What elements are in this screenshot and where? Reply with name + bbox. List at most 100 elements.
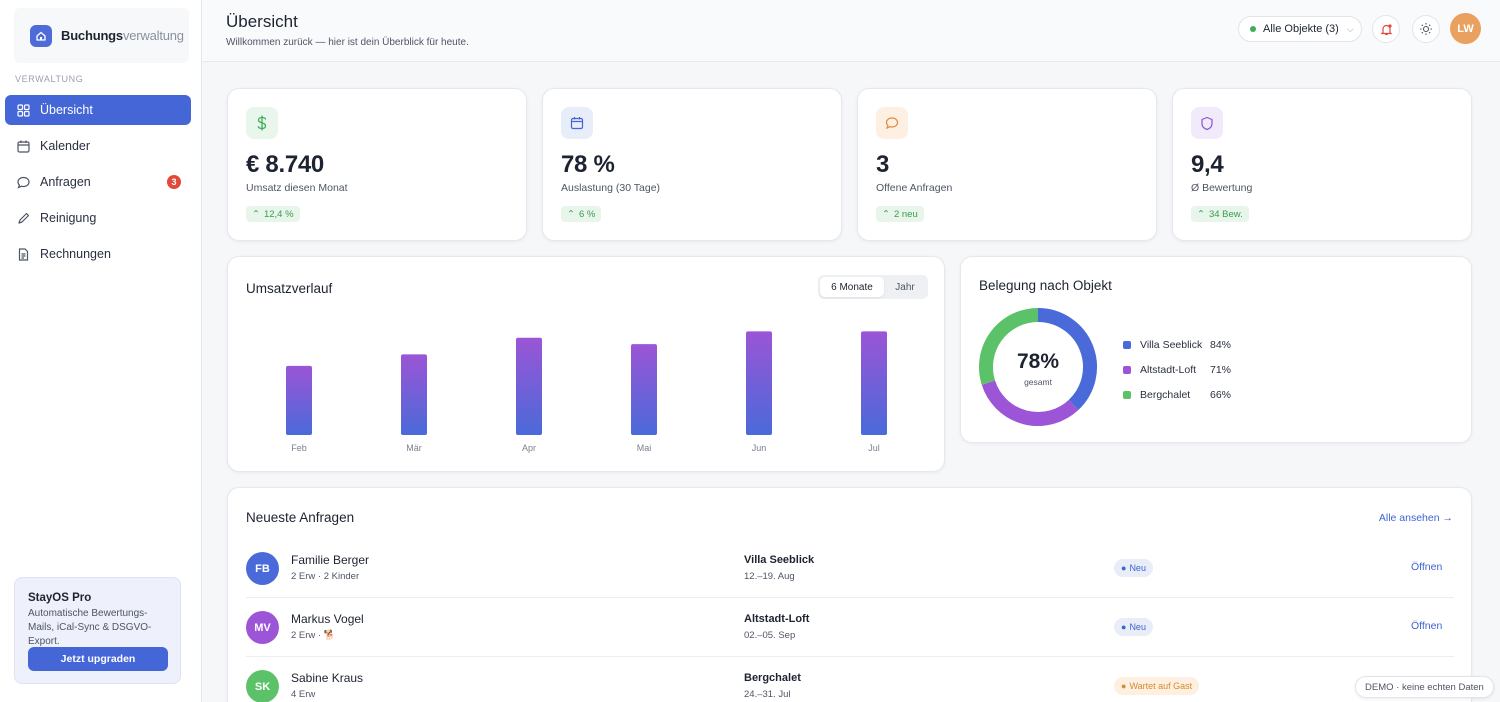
page-subtitle: Willkommen zurück — hier ist dein Überbl… (226, 37, 469, 48)
tab-jahr[interactable]: Jahr (895, 281, 915, 293)
x-tick-label: Mai (637, 443, 652, 453)
trend-value: 2 neu (893, 208, 918, 220)
trend-value: 12,4 % (263, 208, 294, 220)
stat-card-occupancy: 78 % Auslastung (30 Tage) ⌃ 6 % (542, 88, 842, 241)
stat-card-revenue: € 8.740 Umsatz diesen Monat ⌃ 12,4 % (227, 88, 527, 241)
status-text: Wartet auf Gast (1129, 681, 1193, 691)
stat-label: Umsatz diesen Monat (246, 182, 348, 194)
legend-label: Bergchalet (1140, 388, 1191, 401)
object-select[interactable]: Alle Objekte (3) ⌵ (1238, 16, 1362, 42)
x-tick-label: Jun (752, 443, 767, 453)
legend-label: Altstadt-Loft (1140, 363, 1197, 376)
bar-mär (401, 354, 427, 435)
arrow-up-icon: ⌃ (252, 208, 260, 220)
stat-value: € 8.740 (246, 151, 324, 178)
upgrade-button[interactable]: Jetzt upgraden (28, 647, 168, 671)
stat-label: Ø Bewertung (1191, 182, 1253, 194)
promo-title: StayOS Pro (28, 592, 92, 604)
x-tick-label: Jul (868, 443, 880, 453)
status-badge: ● Neu (1114, 559, 1153, 577)
sidebar-item-label: Reinigung (40, 211, 97, 225)
legend-item: Altstadt-Loft 71% (1123, 357, 1231, 382)
donut-slice-villa-seeblick (1037, 308, 1097, 411)
open-request-button[interactable]: Öffnen (1411, 620, 1443, 632)
donut-slice-bergchalet (979, 308, 1039, 385)
bell-icon (1380, 23, 1392, 35)
property-name: Altstadt-Loft (744, 613, 810, 625)
request-row[interactable]: FB Familie Berger 2 Erw · 2 Kinder Villa… (246, 539, 1454, 598)
bar-apr (516, 337, 542, 435)
open-request-button[interactable]: Öffnen (1411, 561, 1443, 573)
status-text: Neu (1129, 622, 1146, 632)
brand[interactable]: Buchungsverwaltung (14, 8, 189, 63)
guest-meta: 2 Erw · 🐕 (291, 630, 336, 641)
bar-feb (286, 365, 312, 435)
property-name: Bergchalet (744, 672, 801, 684)
view-all-link[interactable]: Alle ansehen → (1378, 512, 1453, 524)
tab-6-monate[interactable]: 6 Monate (820, 277, 884, 297)
donut-slice-altstadt-loft (981, 380, 1079, 426)
x-tick-label: Apr (522, 443, 536, 453)
requests-title: Neueste Anfragen (246, 510, 355, 525)
legend-swatch (1123, 365, 1131, 374)
avatar: SK (246, 670, 279, 702)
occupancy-title: Belegung nach Objekt (979, 278, 1112, 293)
theme-toggle-button[interactable] (1412, 15, 1440, 43)
bar-jul (861, 331, 887, 435)
avatar: FB (246, 552, 279, 585)
legend-swatch (1123, 390, 1131, 399)
legend-value: 66% (1210, 388, 1232, 401)
sidebar-section-label: VERWALTUNG (15, 74, 84, 84)
stat-value: 9,4 (1191, 151, 1224, 178)
trend-badge: ⌃ 2 neu (876, 206, 924, 222)
arrow-up-icon: ⌃ (882, 208, 890, 220)
stat-card-requests: 3 Offene Anfragen ⌃ 2 neu (857, 88, 1157, 241)
promo-text: Automatische Bewertungs-Mails, iCal-Sync… (28, 608, 152, 647)
sidebar-item-rechnungen[interactable]: Rechnungen (5, 239, 191, 269)
chat-icon (16, 175, 30, 189)
page-title: Übersicht (226, 12, 298, 31)
status-text: Neu (1129, 563, 1146, 573)
brand-name-bold: Buchungs (61, 28, 123, 43)
guest-name: Sabine Kraus (291, 671, 364, 685)
stat-label: Offene Anfragen (876, 182, 953, 194)
guest-meta: 2 Erw · 2 Kinder (291, 571, 360, 582)
sidebar-item-uebersicht[interactable]: Übersicht (5, 95, 191, 125)
request-row[interactable]: SK Sabine Kraus 4 Erw Bergchalet 24.–31.… (246, 657, 1454, 702)
chart-title: Umsatzverlauf (246, 281, 333, 296)
stay-dates: 02.–05. Sep (744, 630, 796, 641)
notification-badge: 3 (167, 175, 181, 189)
trend-value: 6 % (578, 208, 596, 220)
calendar-icon (16, 139, 30, 153)
chevron-down-icon: ⌵ (1346, 23, 1354, 34)
dollar-icon (246, 107, 278, 139)
chat-icon (876, 107, 908, 139)
arrow-up-icon: ⌃ (1197, 208, 1205, 220)
trend-value: 34 Bew. (1208, 208, 1243, 220)
stay-dates: 24.–31. Jul (744, 689, 791, 700)
stat-label: Auslastung (30 Tage) (561, 182, 661, 194)
request-row[interactable]: MV Markus Vogel 2 Erw · 🐕 Altstadt-Loft … (246, 598, 1454, 657)
sidebar-item-label: Anfragen (40, 175, 91, 189)
notifications-button[interactable] (1372, 15, 1400, 43)
sun-icon (1420, 23, 1432, 35)
avatar: MV (246, 611, 279, 644)
arrow-up-icon: ⌃ (567, 208, 575, 220)
brand-name-light: verwaltung (122, 28, 184, 43)
occupancy-legend: Villa Seeblick 84% Altstadt-Loft 71% Bergc… (1123, 332, 1231, 407)
user-avatar[interactable]: LW (1450, 13, 1481, 44)
sidebar-item-reinigung[interactable]: Reinigung (5, 203, 191, 233)
status-badge: ● Wartet auf Gast (1114, 677, 1200, 695)
brush-icon (16, 211, 30, 225)
top-header: Übersicht Willkommen zurück — hier ist d… (202, 0, 1500, 62)
stat-value: 78 % (561, 151, 615, 178)
legend-value: 71% (1210, 363, 1232, 376)
stat-card-rating: 9,4 Ø Bewertung ⌃ 34 Bew. (1172, 88, 1472, 241)
sidebar-nav: Übersicht Kalender Anfragen 3 Reinigung … (5, 95, 191, 275)
guest-meta: 4 Erw (291, 689, 316, 700)
donut-center-label: gesamt (1024, 377, 1053, 387)
sidebar-item-anfragen[interactable]: Anfragen 3 (5, 167, 191, 197)
sidebar-item-kalender[interactable]: Kalender (5, 131, 191, 161)
revenue-bar-chart: Feb Mär Apr Mai Jun Jul (286, 331, 887, 453)
status-badge: ● Neu (1114, 618, 1153, 636)
